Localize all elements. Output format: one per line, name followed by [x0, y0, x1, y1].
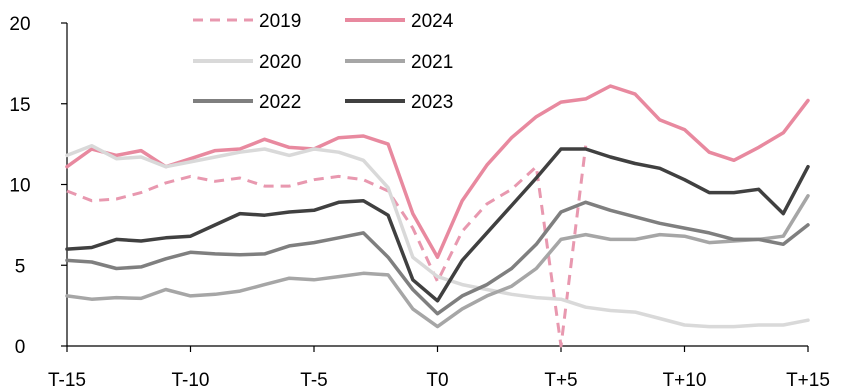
y-ticks: 0 5 10 15 20	[9, 14, 67, 358]
series-lines	[65, 84, 810, 348]
y-tick-label: 0	[15, 337, 26, 358]
x-tick-label: T-15	[48, 370, 86, 391]
series-line-2022	[65, 200, 810, 316]
y-tick-label: 20	[9, 14, 30, 35]
y-tick-label: 5	[15, 256, 26, 277]
legend-label-2021: 2021	[411, 52, 453, 73]
y-tick-label: 10	[9, 176, 30, 197]
legend-label-2024: 2024	[411, 11, 454, 32]
x-ticks: T-15 T-10 T-5 T0 T+5 T+10 T+15	[48, 346, 830, 391]
legend-label-2023: 2023	[411, 92, 453, 113]
legend: 2019 2024 2020 2021 2022 2023	[193, 11, 454, 113]
series-line-2024	[65, 84, 810, 259]
legend-label-2020: 2020	[259, 52, 301, 73]
x-tick-label: T-10	[171, 370, 209, 391]
series-line-2021	[65, 194, 810, 329]
x-tick-label: T+5	[544, 370, 577, 391]
x-tick-label: T0	[426, 370, 448, 391]
y-tick-label: 15	[9, 95, 30, 116]
legend-label-2022: 2022	[259, 92, 301, 113]
x-tick-label: T-5	[300, 370, 327, 391]
x-tick-label: T+10	[663, 370, 707, 391]
series-line-2020	[65, 143, 810, 329]
x-tick-label: T+15	[786, 370, 830, 391]
series-line-2023	[65, 147, 810, 303]
legend-label-2019: 2019	[259, 11, 301, 32]
series-line-2019	[66, 145, 588, 348]
